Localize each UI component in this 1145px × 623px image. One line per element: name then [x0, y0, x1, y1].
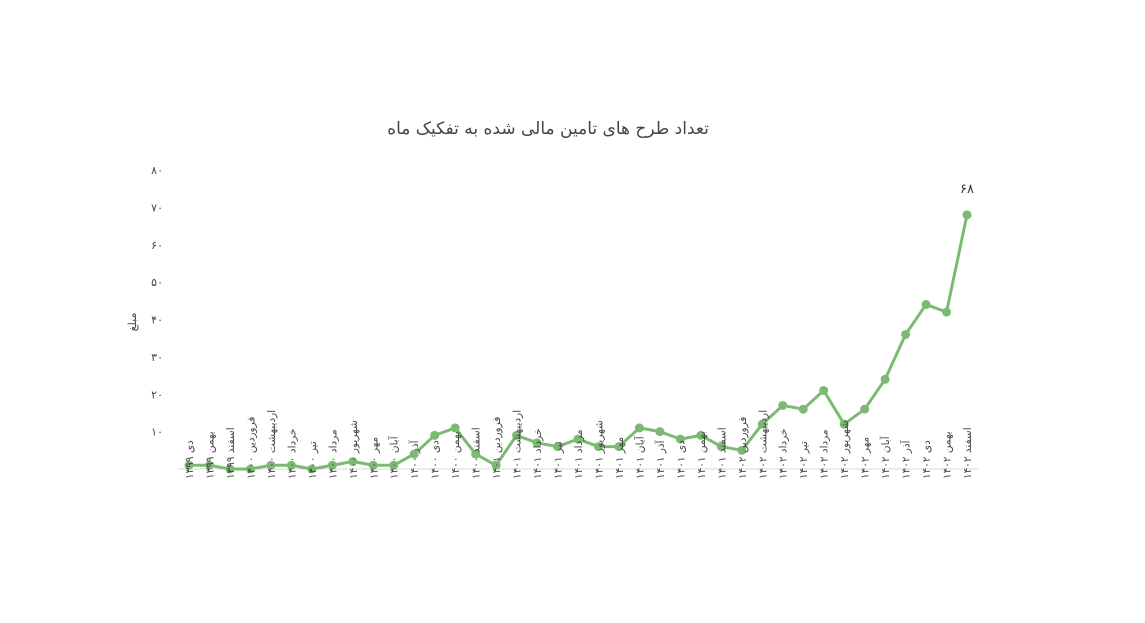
data-point [512, 430, 522, 440]
x-tick-label: فروردین ۱۴۰۰ [245, 417, 257, 479]
y-tick-label: ۲۰ [151, 388, 163, 401]
data-point [532, 438, 542, 448]
data-point [348, 457, 358, 467]
x-tick-label: آذر ۱۴۰۱ [654, 439, 667, 479]
x-tick-label: تیر ۱۴۰۰ [307, 441, 319, 479]
x-tick-label: شهریور ۱۴۰۱ [593, 420, 605, 479]
data-point [614, 442, 624, 452]
x-tick-label: اسفند ۱۴۰۲ [962, 427, 974, 479]
y-axis-ticks: ۱۰ ۲۰ ۳۰ ۴۰ ۵۰ ۶۰ ۷۰ ۸۰ [151, 164, 163, 439]
x-tick-label: آبان ۱۴۰۱ [633, 435, 646, 479]
data-point [450, 423, 460, 433]
x-tick-label: اردیبهشت ۱۴۰۱ [512, 410, 524, 479]
data-point [634, 423, 644, 433]
x-tick-label: مهر ۱۴۰۱ [614, 437, 626, 479]
data-point [266, 460, 276, 470]
x-tick-label: اردیبهشت ۱۴۰۰ [266, 410, 278, 479]
x-tick-label: اردیبهشت ۱۴۰۲ [757, 410, 769, 479]
data-point [819, 386, 829, 396]
data-point [839, 419, 849, 429]
x-tick-label: خرداد ۱۴۰۱ [532, 429, 544, 479]
x-tick-label: بهمن ۱۳۹۹ [204, 431, 216, 479]
x-tick-label: دی ۱۳۹۹ [184, 440, 196, 479]
x-tick-label: دی ۱۴۰۲ [921, 440, 933, 479]
x-tick-label: بهمن ۱۴۰۰ [450, 431, 462, 479]
x-tick-label: بهمن ۱۴۰۲ [942, 431, 954, 479]
x-tick-label: مهر ۱۴۰۲ [860, 437, 872, 479]
data-point [696, 430, 706, 440]
data-point [204, 460, 214, 470]
data-point [327, 460, 337, 470]
data-point [942, 307, 952, 317]
x-tick-label: اسفند ۱۴۰۱ [716, 427, 728, 479]
data-point [655, 427, 665, 437]
x-tick-label: فروردین ۱۴۰۲ [737, 417, 749, 479]
y-tick-label: ۵۰ [151, 276, 163, 289]
x-tick-label: آذر ۱۴۰۲ [900, 439, 913, 479]
y-tick-label: ۷۰ [151, 201, 163, 214]
x-tick-label: دی ۱۴۰۰ [430, 440, 442, 479]
x-tick-label: فروردین ۱۴۰۱ [491, 417, 503, 479]
data-point [901, 329, 911, 339]
data-point [573, 434, 583, 444]
data-point [286, 460, 296, 470]
x-tick-label: مهر ۱۴۰۰ [368, 437, 380, 479]
x-tick-label: آبان ۱۴۰۰ [388, 435, 401, 479]
x-tick-label: دی ۱۴۰۱ [675, 440, 687, 479]
y-axis-label: مبلغ [126, 313, 139, 332]
data-point [778, 400, 788, 410]
x-tick-label: مرداد ۱۴۰۰ [327, 429, 339, 479]
x-tick-label: شهریور ۱۴۰۲ [839, 420, 851, 479]
x-tick-label: اسفند ۱۳۹۹ [225, 427, 237, 479]
x-tick-label: اسفند ۱۴۰۰ [471, 427, 483, 479]
data-point [307, 464, 317, 474]
data-point [184, 460, 194, 470]
data-point [962, 210, 972, 220]
x-tick-label: تیر ۱۴۰۲ [798, 441, 810, 479]
data-point [553, 442, 563, 452]
y-tick-label: ۳۰ [151, 351, 163, 364]
data-point [798, 404, 808, 414]
y-tick-label: ۶۰ [151, 239, 163, 252]
x-tick-label: خرداد ۱۴۰۲ [778, 429, 790, 479]
data-point [225, 464, 235, 474]
data-point [245, 464, 255, 474]
x-tick-label: خرداد ۱۴۰۰ [286, 429, 298, 479]
x-tick-label: مرداد ۱۴۰۱ [573, 429, 585, 479]
x-tick-label: مرداد ۱۴۰۲ [819, 429, 831, 479]
data-label: ۶۸ [960, 182, 974, 197]
data-point [921, 300, 931, 310]
x-axis-ticks: دی ۱۳۹۹ بهمن ۱۳۹۹ اسفند ۱۳۹۹ فروردین ۱۴۰۰ ار… [184, 410, 974, 479]
data-point [860, 404, 870, 414]
data-point [491, 460, 501, 470]
data-point [593, 442, 603, 452]
data-point [675, 434, 685, 444]
x-tick-label: تیر ۱۴۰۱ [553, 441, 565, 479]
chart-title: تعداد طرح های تامین مالی شده به تفکیک ما… [387, 119, 709, 139]
y-tick-label: ۴۰ [151, 314, 163, 327]
data-point [757, 419, 767, 429]
data-point [716, 442, 726, 452]
data-point [880, 374, 890, 384]
data-labels: ۶۸ [960, 182, 974, 197]
data-point [389, 460, 399, 470]
x-tick-label: آبان ۱۴۰۲ [879, 435, 892, 479]
x-tick-label: بهمن ۱۴۰۱ [696, 431, 708, 479]
series-line-group [184, 210, 972, 474]
x-tick-label: آذر ۱۴۰۰ [408, 439, 421, 479]
data-point [368, 460, 378, 470]
y-tick-label: ۱۰ [151, 426, 163, 439]
data-point [737, 445, 747, 455]
y-tick-label: ۸۰ [151, 164, 163, 177]
data-point [471, 449, 481, 459]
data-point [409, 449, 419, 459]
x-tick-label: شهریور ۱۴۰۰ [348, 420, 360, 479]
data-point [430, 430, 440, 440]
